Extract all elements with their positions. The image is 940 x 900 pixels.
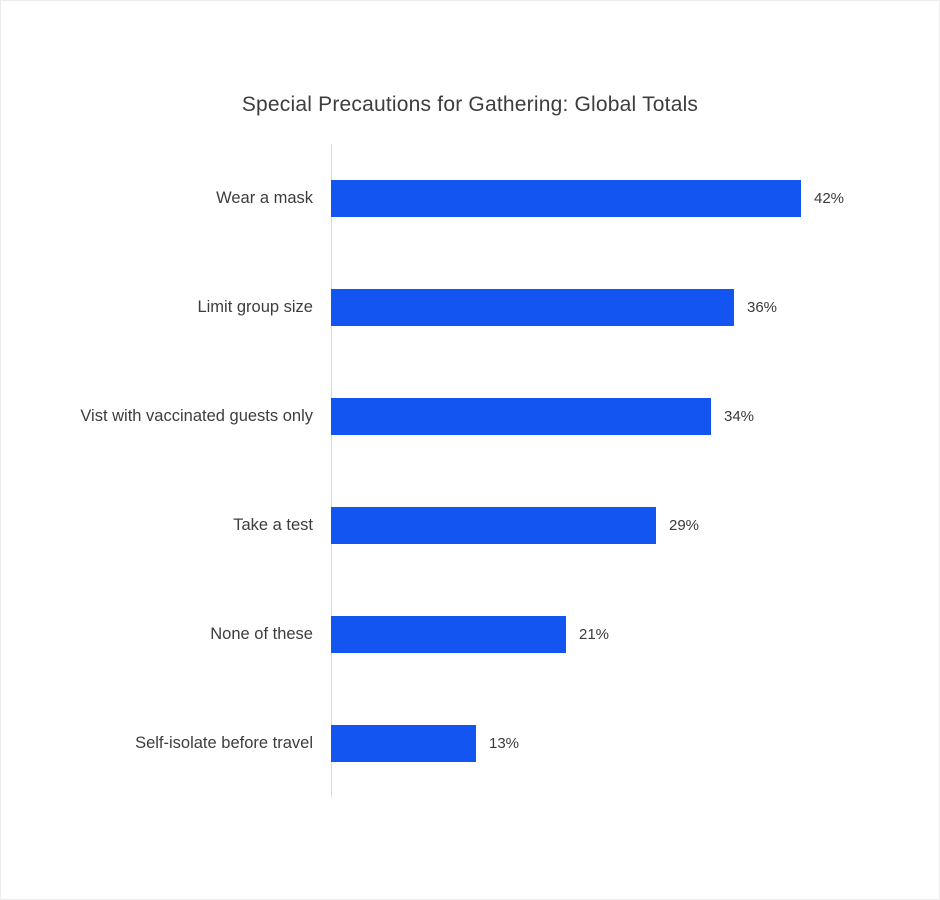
- value-label: 34%: [724, 408, 755, 425]
- chart-row: Limit group size 36%: [1, 253, 939, 362]
- chart-row: Self-isolate before travel 13%: [1, 689, 939, 798]
- chart-title: Special Precautions for Gathering: Globa…: [241, 93, 699, 116]
- chart-row: None of these 21%: [1, 580, 939, 689]
- value-label: 21%: [579, 626, 610, 643]
- category-label: None of these: [210, 624, 313, 643]
- bar-group: 13%: [331, 689, 519, 798]
- chart-row: Wear a mask 42%: [1, 144, 939, 253]
- bar-group: 29%: [331, 471, 699, 580]
- bar: [331, 507, 656, 544]
- bar: [331, 180, 801, 217]
- category-label: Wear a mask: [216, 188, 313, 207]
- y-axis-line: [331, 144, 332, 797]
- category-label: Limit group size: [197, 297, 313, 316]
- value-label: 13%: [489, 735, 520, 752]
- value-label: 29%: [669, 517, 700, 534]
- bar: [331, 616, 566, 653]
- bar-group: 21%: [331, 580, 609, 689]
- bar-rows: Wear a mask 42% Limit group size 36% Vist wi…: [1, 144, 939, 798]
- value-label: 42%: [814, 190, 845, 207]
- bar-group: 36%: [331, 253, 777, 362]
- value-label: 36%: [747, 299, 778, 316]
- chart-row: Take a test 29%: [1, 471, 939, 580]
- category-label: Self-isolate before travel: [135, 733, 313, 752]
- category-label: Take a test: [233, 515, 313, 534]
- bar: [331, 725, 476, 762]
- bar: [331, 289, 734, 326]
- bar-group: 42%: [331, 144, 844, 253]
- chart-row: Vist with vaccinated guests only 34%: [1, 362, 939, 471]
- bar-group: 34%: [331, 362, 754, 471]
- category-label: Vist with vaccinated guests only: [80, 406, 313, 425]
- bar: [331, 398, 711, 435]
